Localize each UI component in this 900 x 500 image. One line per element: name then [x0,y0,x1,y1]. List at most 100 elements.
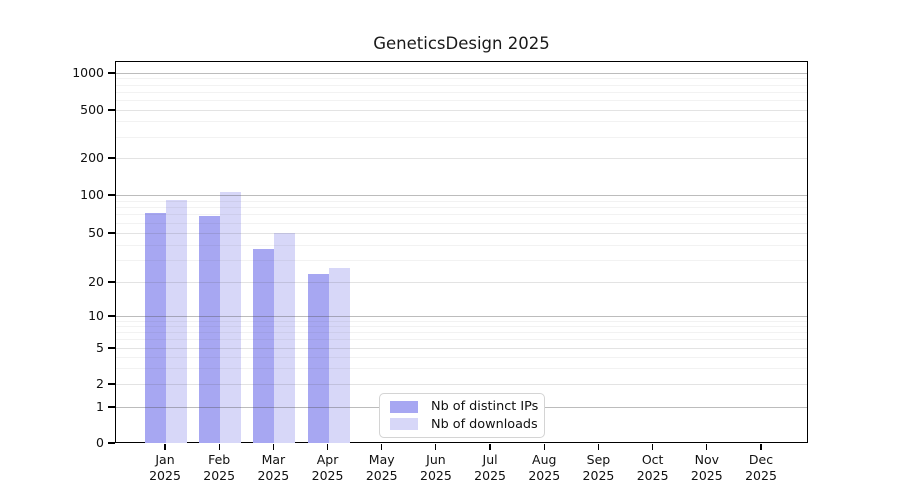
x-tick-month: Feb [208,452,231,467]
x-tick-label-nov: Nov 2025 [675,452,739,483]
gridline-10 [116,315,807,317]
x-tick-year: 2025 [311,467,344,483]
legend-label-distinct-ips: Nb of distinct IPs [431,399,539,415]
gridline-3 [116,367,807,369]
gridline-200 [116,157,807,159]
y-tick-label-2: 2 [96,376,104,391]
x-tick-label-oct: Oct 2025 [621,452,685,483]
x-tick-month: Jul [482,452,498,467]
y-tick-mark-5 [108,347,115,349]
x-tick-mark-apr [326,444,329,450]
gridline-1000 [116,72,807,74]
gridline-5 [116,347,807,349]
x-tick-mark-feb [218,444,220,450]
gridline-4 [116,356,807,358]
x-tick-mark-aug [543,444,545,450]
gridline-70 [116,214,807,216]
gridline-50 [116,232,807,234]
y-tick-mark-200 [108,157,115,159]
gridline-500 [116,109,807,111]
x-tick-label-sep: Sep 2025 [566,452,630,483]
x-tick-month: Dec [748,452,774,467]
bar-downloads-apr [328,267,350,443]
bar-downloads-feb [220,192,242,443]
x-tick-mark-nov [706,444,708,450]
bar-distinct-ips-mar [253,248,275,443]
x-tick-mark-jun [435,444,437,450]
x-tick-label-jan: Jan 2025 [133,452,197,483]
x-tick-year: 2025 [257,467,290,483]
y-tick-label-1: 1 [96,399,104,414]
x-tick-mark-jan [164,444,166,450]
x-tick-year: 2025 [745,467,777,483]
gridline-6 [116,339,807,341]
y-tick-mark-10 [108,315,115,317]
gridline-600 [116,100,807,102]
y-tick-mark-0 [108,442,115,444]
x-tick-year: 2025 [365,467,398,483]
x-tick-year: 2025 [203,467,236,483]
legend-label-downloads: Nb of downloads [431,416,538,432]
y-tick-label-100: 100 [80,187,104,202]
x-tick-year: 2025 [690,467,723,483]
x-tick-year: 2025 [582,467,615,483]
y-tick-mark-1000 [108,72,115,74]
x-tick-mark-sep [597,444,600,450]
bar-downloads-jan [166,199,187,443]
x-tick-mark-dec [760,444,762,450]
x-tick-label-feb: Feb 2025 [187,452,251,483]
y-tick-label-0: 0 [96,435,104,450]
legend-item-distinct-ips: Nb of distinct IPs [390,399,538,414]
y-tick-mark-1 [108,406,115,408]
bar-distinct-ips-feb [199,215,221,443]
gridline-60 [116,222,807,224]
x-tick-label-mar: Mar 2025 [241,452,305,483]
y-tick-mark-100 [108,194,115,196]
x-tick-month: Jan [155,452,175,467]
gridline-2 [116,383,807,385]
y-tick-label-200: 200 [80,150,104,165]
x-tick-year: 2025 [474,467,506,483]
legend-item-downloads: Nb of downloads [390,417,538,432]
legend: Nb of distinct IPs Nb of downloads [379,393,545,438]
x-tick-label-jul: Jul 2025 [458,452,522,483]
y-tick-label-500: 500 [80,102,104,117]
x-tick-mark-mar [272,444,274,450]
y-tick-mark-50 [108,232,115,234]
bar-distinct-ips-jan [145,212,166,443]
x-tick-year: 2025 [528,467,561,483]
y-tick-label-1000: 1000 [72,65,104,80]
x-tick-month: Oct [641,452,664,467]
y-tick-label-5: 5 [96,340,104,355]
x-tick-year: 2025 [636,467,669,483]
gridline-700 [116,91,807,93]
x-tick-month: Aug [532,452,557,467]
x-tick-month: Mar [261,452,286,467]
plot-area: Nb of distinct IPs Nb of downloads [115,61,808,443]
y-tick-mark-500 [108,109,115,111]
x-tick-label-jun: Jun 2025 [404,452,468,483]
bar-downloads-mar [274,232,296,443]
bar-distinct-ips-apr [307,274,329,443]
y-tick-label-50: 50 [88,225,104,240]
gridline-80 [116,207,807,209]
y-tick-label-10: 10 [88,308,104,323]
gridline-800 [116,84,807,86]
gridline-400 [116,121,807,123]
x-tick-month: Apr [316,452,339,467]
legend-swatch-distinct-ips [390,400,418,413]
x-tick-label-apr: Apr 2025 [296,452,360,483]
x-tick-month: Jun [426,452,446,467]
y-tick-mark-20 [108,281,115,283]
gridline-300 [116,136,807,138]
gridline-90 [116,200,807,202]
x-tick-label-dec: Dec 2025 [729,452,793,483]
x-tick-year: 2025 [420,467,452,483]
y-tick-label-20: 20 [88,274,104,289]
legend-swatch-downloads [390,418,418,431]
gridline-900 [116,78,807,80]
x-tick-label-may: May 2025 [350,452,414,483]
chart-title: GeneticsDesign 2025 [373,34,550,53]
gridline-7 [116,332,807,334]
